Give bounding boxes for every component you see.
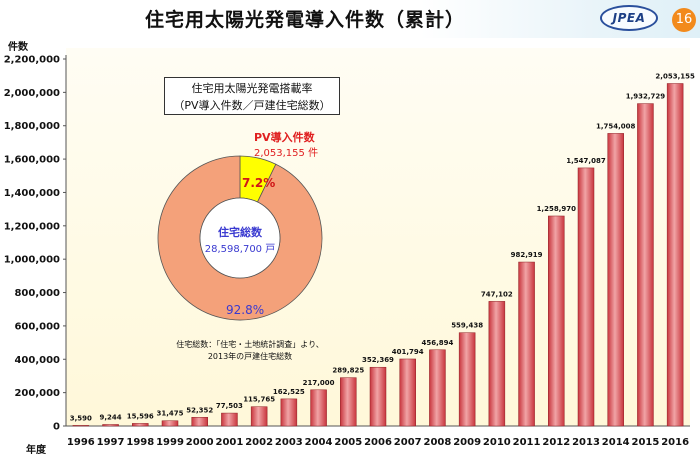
- y-axis-unit-label: 件数: [8, 42, 28, 53]
- y-tick-label: 600,000: [14, 321, 60, 332]
- bar-value-label: 1,258,970: [537, 205, 577, 213]
- y-tick-label: 2,200,000: [4, 55, 60, 66]
- donut-center-title: 住宅総数: [218, 226, 262, 239]
- bar-2014: [607, 133, 624, 427]
- source-note-line1: 住宅総数：「住宅・土地統計調査」より、: [176, 340, 324, 349]
- y-tick-label: 1,000,000: [4, 255, 60, 266]
- bar-2004: [310, 389, 327, 427]
- bar-value-label: 217,000: [303, 379, 335, 387]
- y-tick-label: 0: [53, 422, 60, 433]
- x-tick-label: 2009: [453, 437, 481, 448]
- ratio-annotation-box: 住宅用太陽光発電搭載率 （PV導入件数／戸建住宅総数）: [164, 77, 340, 115]
- x-tick-label: 2005: [334, 437, 362, 448]
- x-tick-label: 2004: [305, 437, 333, 448]
- bar-2016: [666, 83, 684, 427]
- x-tick-label: 2002: [245, 437, 273, 448]
- bar-1997: [102, 424, 119, 427]
- y-tick-label: 200,000: [14, 388, 60, 399]
- donut-center-value: 28,598,700 戸: [204, 244, 276, 255]
- x-tick-label: 1999: [156, 437, 184, 448]
- jpea-logo: JPEA: [600, 5, 658, 31]
- ratio-box-line2: （PV導入件数／戸建住宅総数）: [173, 99, 331, 112]
- x-tick-label: 2003: [275, 437, 303, 448]
- bar-value-label: 982,919: [511, 251, 543, 259]
- bar-2013: [577, 167, 595, 427]
- x-tick-label: 2011: [513, 437, 541, 448]
- bar-2008: [429, 349, 446, 427]
- bar-value-label: 15,596: [127, 412, 154, 420]
- x-tick-label: 2001: [216, 437, 244, 448]
- bar-2000: [191, 417, 208, 427]
- x-axis-unit-label: 年度: [26, 445, 46, 456]
- pv-count-value: 2,053,155 件: [254, 148, 319, 159]
- y-tick-label: 1,600,000: [4, 155, 60, 166]
- bar-value-label: 352,369: [362, 356, 394, 364]
- x-tick-label: 2012: [542, 437, 570, 448]
- bar-2015: [637, 103, 654, 427]
- header-bar: [0, 0, 700, 38]
- bar-value-label: 1,754,008: [596, 122, 636, 130]
- y-tick-label: 1,800,000: [4, 121, 60, 132]
- bar-2007: [399, 358, 416, 427]
- page-title: 住宅用太陽光発電導入件数（累計）: [144, 9, 465, 31]
- bar-1998: [132, 423, 149, 427]
- x-tick-label: 2008: [424, 437, 452, 448]
- bar-2009: [458, 332, 476, 427]
- x-tick-label: 2007: [394, 437, 422, 448]
- bar-1996: [72, 425, 90, 427]
- x-tick-label: 2000: [186, 437, 214, 448]
- bar-value-label: 77,503: [216, 402, 243, 410]
- y-tick-label: 1,400,000: [4, 188, 60, 199]
- source-note: 住宅総数：「住宅・土地統計調査」より、 2013年の戸建住宅総数: [160, 339, 340, 363]
- x-tick-label: 1996: [67, 437, 95, 448]
- bar-2011: [518, 261, 535, 427]
- page-number-badge: 16: [672, 8, 696, 32]
- y-tick-label: 2,000,000: [4, 88, 60, 99]
- pv-count-title: PV導入件数: [254, 131, 315, 144]
- bar-1999: [161, 420, 179, 427]
- y-tick-label: 1,200,000: [4, 221, 60, 232]
- x-tick-label: 2015: [632, 437, 660, 448]
- bar-value-label: 3,590: [70, 414, 92, 422]
- x-tick-label: 2016: [661, 437, 689, 448]
- bar-2006: [369, 366, 387, 427]
- ratio-box-line1: 住宅用太陽光発電搭載率: [191, 82, 313, 95]
- bar-value-label: 162,525: [273, 388, 305, 396]
- x-tick-label: 1998: [126, 437, 154, 448]
- pv-percent-label: 7.2%: [242, 176, 276, 190]
- bar-value-label: 289,825: [332, 367, 364, 375]
- bar-2002: [250, 406, 268, 427]
- bar-value-label: 52,352: [186, 406, 213, 414]
- source-note-line2: 2013年の戸建住宅総数: [207, 352, 293, 361]
- donut-hole: [199, 197, 281, 279]
- x-tick-label: 2010: [483, 437, 511, 448]
- x-tick-label: 2014: [602, 437, 630, 448]
- bar-value-label: 9,244: [99, 413, 121, 421]
- y-tick-label: 400,000: [14, 355, 60, 366]
- bar-value-label: 559,438: [451, 322, 483, 330]
- bar-2005: [340, 377, 357, 427]
- x-tick-label: 2013: [572, 437, 600, 448]
- bar-value-label: 747,102: [481, 290, 513, 298]
- bar-value-label: 31,475: [156, 410, 183, 418]
- bar-value-label: 115,765: [243, 396, 275, 404]
- y-tick-label: 800,000: [14, 288, 60, 299]
- bar-value-label: 456,894: [421, 339, 453, 347]
- x-tick-label: 2006: [364, 437, 392, 448]
- bar-value-label: 1,547,087: [566, 157, 606, 165]
- bar-2012: [548, 215, 565, 427]
- bar-2001: [221, 412, 238, 427]
- bar-2010: [488, 301, 506, 427]
- house-percent-label: 92.8%: [226, 303, 265, 317]
- bar-2003: [280, 398, 298, 427]
- bar-value-label: 2,053,155: [655, 72, 695, 80]
- bar-value-label: 401,794: [392, 348, 424, 356]
- x-tick-label: 1997: [97, 437, 125, 448]
- bar-value-label: 1,932,729: [626, 93, 666, 101]
